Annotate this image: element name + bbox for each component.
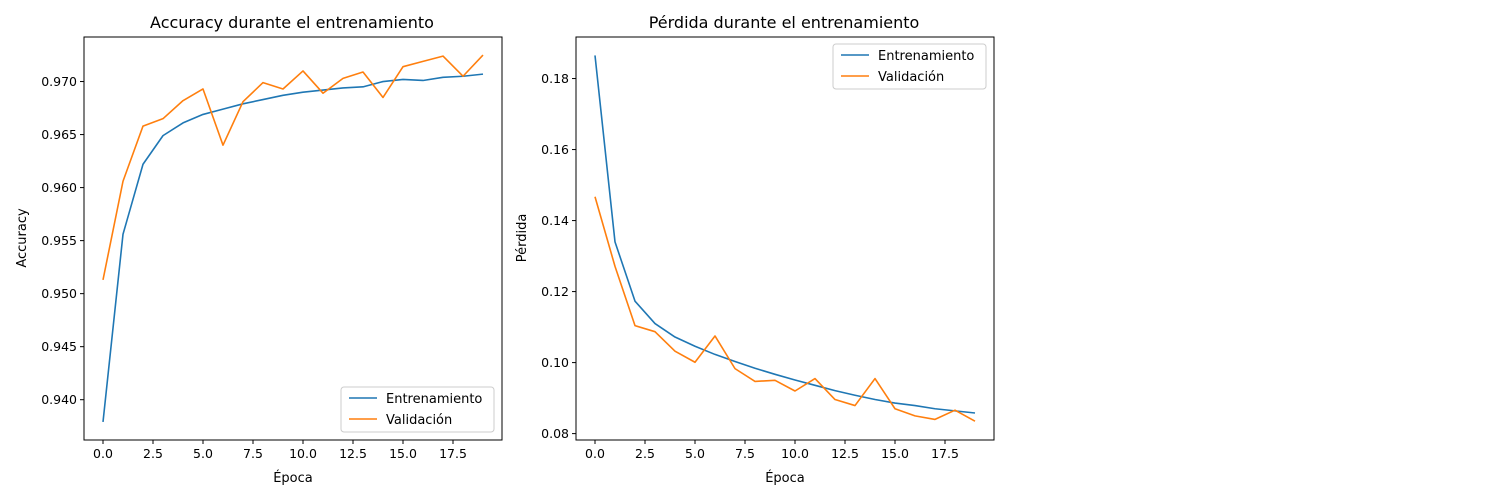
x-tick-label: 2.5 bbox=[143, 446, 163, 461]
x-tick-label: 17.5 bbox=[931, 446, 959, 461]
y-tick-label: 0.14 bbox=[541, 213, 569, 228]
x-tick-label: 0.0 bbox=[585, 446, 605, 461]
legend-label-entrenamiento: Entrenamiento bbox=[878, 49, 974, 64]
y-tick-label: 0.960 bbox=[41, 180, 77, 195]
series-line-validacion bbox=[102, 54, 484, 281]
y-tick-label: 0.945 bbox=[41, 339, 77, 354]
x-tick-label: 17.5 bbox=[439, 446, 467, 461]
chart-title: Accuracy durante el entrenamiento bbox=[150, 13, 434, 32]
plot-frame bbox=[83, 36, 503, 441]
legend-label-validacion: Validación bbox=[386, 413, 452, 428]
legend-label-entrenamiento: Entrenamiento bbox=[386, 392, 482, 407]
x-tick-label: 7.5 bbox=[735, 446, 755, 461]
series-line-entrenamiento bbox=[102, 73, 484, 423]
x-axis-label: Época bbox=[273, 470, 313, 486]
legend-box bbox=[340, 386, 495, 433]
legend: Entrenamiento Validación bbox=[340, 386, 495, 433]
legend: Entrenamiento Validación bbox=[832, 43, 987, 90]
y-tick-label: 0.950 bbox=[41, 286, 77, 301]
tick-group: 0.0 2.5 5.0 7.5 10.0 12.5 15.0 17.5 0.08 0.10 0.12… bbox=[541, 71, 959, 461]
y-tick-label: 0.18 bbox=[541, 71, 569, 86]
y-tick-label: 0.940 bbox=[41, 392, 77, 407]
legend-label-validacion: Validación bbox=[878, 70, 944, 85]
y-tick-label: 0.10 bbox=[541, 355, 569, 370]
series-group bbox=[594, 55, 976, 422]
x-tick-label: 12.5 bbox=[339, 446, 367, 461]
y-axis-label: Accuracy bbox=[15, 208, 30, 268]
x-tick-label: 5.0 bbox=[193, 446, 213, 461]
x-tick-label: 5.0 bbox=[685, 446, 705, 461]
series-line-validacion bbox=[594, 196, 976, 422]
x-tick-label: 15.0 bbox=[881, 446, 909, 461]
x-tick-label: 0.0 bbox=[93, 446, 113, 461]
x-tick-label: 2.5 bbox=[635, 446, 655, 461]
x-tick-label: 10.0 bbox=[781, 446, 809, 461]
y-tick-label: 0.12 bbox=[541, 284, 569, 299]
y-tick-label: 0.08 bbox=[541, 426, 569, 441]
y-tick-label: 0.955 bbox=[41, 233, 77, 248]
tick-group: 0.0 2.5 5.0 7.5 10.0 12.5 15.0 17.5 0.940 0.945 0.… bbox=[41, 74, 467, 461]
x-tick-label: 15.0 bbox=[389, 446, 417, 461]
x-tick-label: 7.5 bbox=[243, 446, 263, 461]
accuracy-chart: Accuracy durante el entrenamiento 0.0 2.5… bbox=[15, 13, 503, 486]
series-group bbox=[102, 54, 484, 423]
plot-frame bbox=[575, 36, 995, 441]
chart-title: Pérdida durante el entrenamiento bbox=[649, 13, 920, 32]
y-tick-label: 0.965 bbox=[41, 127, 77, 142]
loss-chart: Pérdida durante el entrenamiento 0.0 2.5 5… bbox=[515, 13, 995, 486]
y-tick-label: 0.970 bbox=[41, 74, 77, 89]
x-tick-label: 12.5 bbox=[831, 446, 859, 461]
y-axis-label: Pérdida bbox=[515, 214, 530, 263]
series-line-entrenamiento bbox=[594, 55, 976, 414]
x-axis-label: Época bbox=[765, 470, 805, 486]
x-tick-label: 10.0 bbox=[289, 446, 317, 461]
legend-box bbox=[832, 43, 987, 90]
y-tick-label: 0.16 bbox=[541, 142, 569, 157]
